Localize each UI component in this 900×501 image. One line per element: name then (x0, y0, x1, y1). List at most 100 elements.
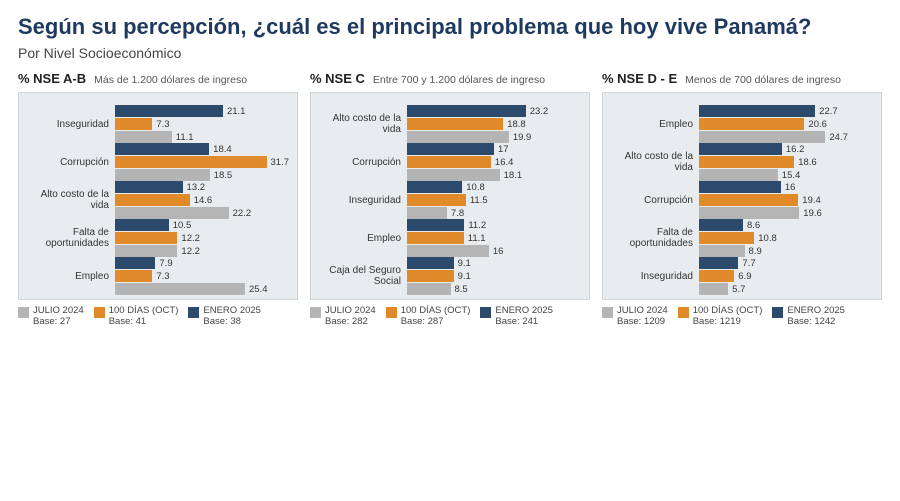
bar-row: 22.7 (699, 105, 873, 117)
plot-area: Inseguridad21.17.311.1Corrupción18.431.7… (18, 92, 298, 300)
bar-row: 19.6 (699, 207, 873, 219)
legend: JULIO 2024Base: 27100 DÍAS (OCT)Base: 41… (18, 306, 298, 328)
bar (407, 169, 500, 181)
bar-row: 9.1 (407, 257, 581, 269)
category-group: Falta de oportunidades8.610.88.9 (611, 219, 873, 257)
bar-row: 16.2 (699, 143, 873, 155)
bar-value: 18.8 (507, 119, 526, 130)
bar-stack: 11.211.116 (407, 219, 581, 257)
bar-row: 12.2 (115, 232, 289, 244)
bar-row: 15.4 (699, 169, 873, 181)
category-group: Corrupción18.431.718.5 (27, 143, 289, 181)
bar-row: 8.5 (407, 283, 581, 295)
bar-value: 10.8 (466, 182, 485, 193)
legend-base: Base: 1209 (617, 317, 668, 328)
bar (407, 194, 466, 206)
bar-row: 11.1 (115, 131, 289, 143)
category-group: Inseguridad10.811.57.8 (319, 181, 581, 219)
legend-item: 100 DÍAS (OCT)Base: 1219 (678, 306, 763, 328)
legend-item: 100 DÍAS (OCT)Base: 287 (386, 306, 471, 328)
chart-panel: % NSE A-B Más de 1.200 dólares de ingreso… (18, 71, 298, 328)
legend-base: Base: 38 (203, 317, 261, 328)
category-label: Caja del Seguro Social (319, 265, 407, 287)
category-group: Empleo22.720.624.7 (611, 105, 873, 143)
legend-label: JULIO 2024Base: 1209 (617, 306, 668, 328)
bar-value: 7.7 (742, 258, 755, 269)
bar-row: 12.2 (115, 245, 289, 257)
bar-value: 6.9 (738, 271, 751, 282)
bar-row: 22.2 (115, 207, 289, 219)
category-group: Corrupción1716.418.1 (319, 143, 581, 181)
panel-desc: Menos de 700 dólares de ingreso (685, 74, 841, 86)
bar (115, 156, 267, 168)
bar-stack: 13.2 14.6 22.2 (115, 181, 289, 219)
bar (115, 219, 169, 231)
category-group: Caja del Seguro Social9.19.18.5 (319, 257, 581, 295)
panel-desc: Entre 700 y 1.200 dólares de ingreso (373, 74, 545, 86)
bar (115, 181, 183, 193)
bar (115, 245, 177, 257)
bar-row: 7.7 (699, 257, 873, 269)
legend-swatch (94, 307, 105, 318)
bar-row: 18.6 (699, 156, 873, 168)
bar (407, 283, 451, 295)
panel-header: % NSE CEntre 700 y 1.200 dólares de ingr… (310, 71, 590, 86)
category-label: Inseguridad (319, 195, 407, 206)
category-label: Empleo (27, 271, 115, 282)
bar-row: 24.7 (699, 131, 873, 143)
bar-row: 31.7 (115, 156, 289, 168)
panel-header: % NSE A-B Más de 1.200 dólares de ingreso (18, 71, 298, 86)
bar-stack: 9.19.18.5 (407, 257, 581, 295)
bar (407, 245, 489, 257)
bar-row: 5.7 (699, 283, 873, 295)
legend-swatch (602, 307, 613, 318)
bar (407, 105, 526, 117)
category-label: Falta de oportunidades (27, 227, 115, 249)
bar-value: 5.7 (732, 284, 745, 295)
category-label: Inseguridad (611, 271, 699, 282)
bar-row: 13.2 (115, 181, 289, 193)
legend-base: Base: 1242 (787, 317, 845, 328)
bar (407, 207, 447, 219)
bar-stack: 7.7 6.9 5.7 (699, 257, 873, 295)
bar-row: 19.4 (699, 194, 873, 206)
bar-row: 14.6 (115, 194, 289, 206)
bar-value: 16.2 (786, 144, 805, 155)
bar-value: 14.6 (194, 195, 213, 206)
category-label: Alto costo de la vida (319, 113, 407, 135)
bar-value: 7.3 (156, 119, 169, 130)
bar (699, 143, 782, 155)
category-group: Empleo7.97.325.4 (27, 257, 289, 295)
bar-row: 19.9 (407, 131, 581, 143)
bar (407, 232, 464, 244)
bar-stack: 23.218.819.9 (407, 105, 581, 143)
legend-label: ENERO 2025Base: 241 (495, 306, 553, 328)
category-label: Inseguridad (27, 119, 115, 130)
bar (407, 131, 509, 143)
chart-title: Según su percepción, ¿cuál es el princip… (18, 14, 882, 39)
bar (699, 270, 734, 282)
category-label: Corrupción (319, 157, 407, 168)
bar-value: 22.2 (233, 208, 252, 219)
category-group: Alto costo de la vida13.214.622.2 (27, 181, 289, 219)
bar-value: 11.1 (176, 132, 194, 143)
chart-subtitle: Por Nivel Socioeconómico (18, 45, 882, 61)
legend: JULIO 2024Base: 1209 100 DÍAS (OCT)Base: … (602, 306, 882, 328)
bar-row: 11.2 (407, 219, 581, 231)
bar (115, 232, 177, 244)
bar-stack: 8.610.88.9 (699, 219, 873, 257)
bar-value: 18.1 (504, 170, 523, 181)
bar-value: 12.2 (181, 246, 200, 257)
bar-row: 8.9 (699, 245, 873, 257)
panel-desc: Más de 1.200 dólares de ingreso (94, 74, 247, 86)
bar-row: 9.1 (407, 270, 581, 282)
bar (115, 207, 229, 219)
bar-row: 10.5 (115, 219, 289, 231)
bar-value: 11.5 (470, 195, 488, 206)
bar (699, 232, 754, 244)
bar-value: 16 (785, 182, 796, 193)
bar-row: 18.1 (407, 169, 581, 181)
plot-area: Empleo22.720.624.7Alto costo de la vida1… (602, 92, 882, 300)
panel-title: % NSE A-B (18, 71, 86, 86)
legend-label: 100 DÍAS (OCT)Base: 1219 (693, 306, 763, 328)
